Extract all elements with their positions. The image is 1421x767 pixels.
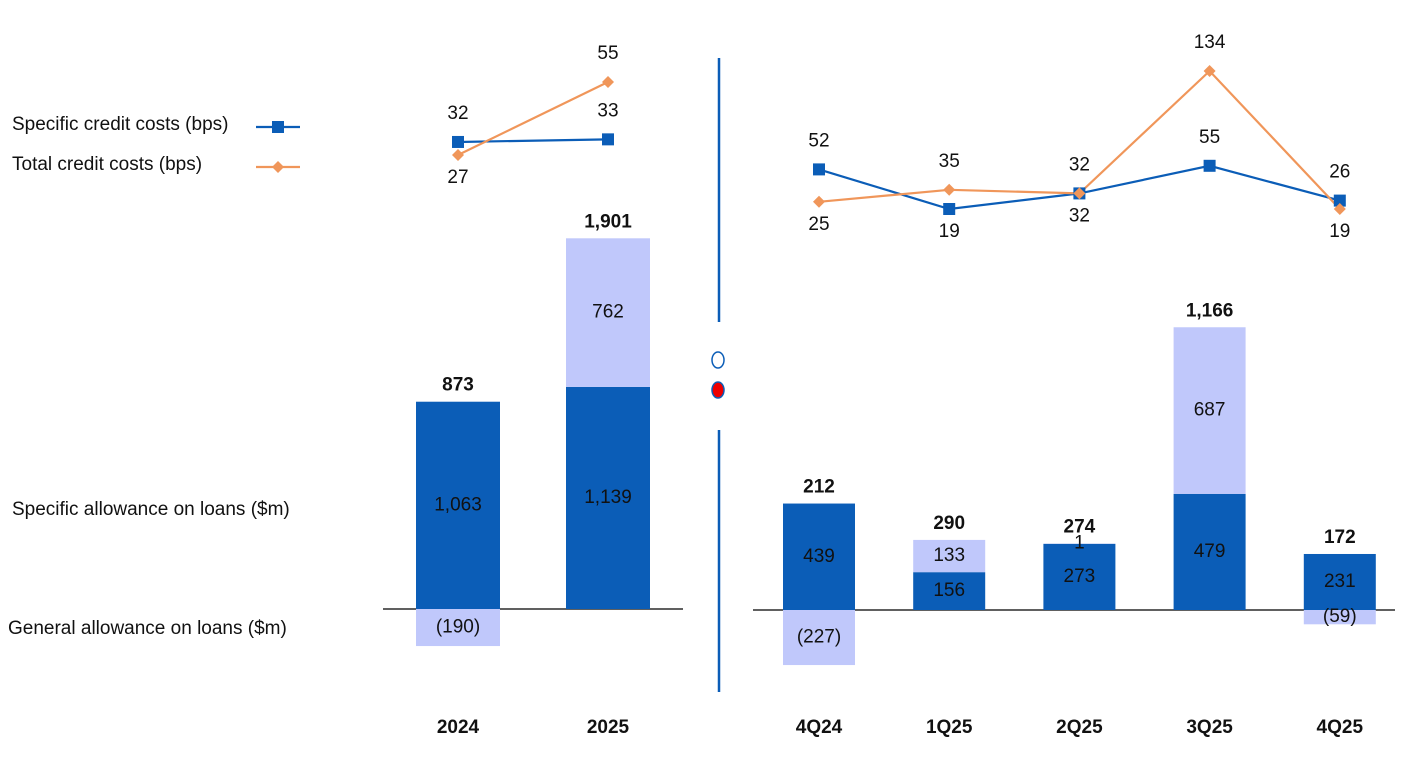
line-marker [602, 133, 614, 146]
line-marker [813, 163, 825, 176]
bar-value-label: 156 [933, 580, 965, 601]
total-label: 172 [1324, 527, 1356, 548]
bar-value-label: 687 [1194, 400, 1226, 421]
line [457, 138, 609, 144]
x-tick-label: 4Q24 [796, 717, 843, 738]
total-label: 274 [1064, 517, 1096, 538]
bar-value-label: 479 [1194, 541, 1226, 562]
line-value-label: 35 [939, 151, 960, 172]
bar-segment [1173, 493, 1246, 610]
break-marker [711, 381, 725, 399]
bar-value-label: 231 [1324, 571, 1356, 592]
line-marker [1203, 159, 1216, 172]
line-value-label: 25 [808, 214, 829, 235]
line-marker [813, 195, 825, 208]
bar-value-label: 762 [592, 302, 624, 323]
line-value-label: 52 [808, 130, 829, 151]
line-marker [272, 161, 284, 173]
bar-segment [783, 503, 855, 610]
line-value-label: 27 [447, 167, 468, 188]
bar-segment [416, 401, 500, 609]
line-value-label: 26 [1329, 162, 1350, 183]
bar-segment [1173, 327, 1246, 494]
line-value-label: 19 [939, 221, 960, 242]
total-label: 1,901 [584, 211, 632, 232]
bar-segment [1043, 543, 1116, 610]
bar-value-label: 439 [803, 546, 835, 567]
line-marker [1333, 194, 1346, 207]
bar-value-label: (190) [436, 617, 480, 638]
x-tick-label: 2024 [437, 717, 480, 738]
line [457, 81, 609, 156]
line-marker [943, 203, 956, 215]
x-tick-label: 3Q25 [1186, 717, 1233, 738]
bar-segment [913, 539, 986, 573]
line-marker [272, 121, 284, 133]
line-marker [602, 76, 614, 88]
bar-segment [566, 386, 650, 609]
line-value-label: 32 [447, 103, 468, 124]
row-label: General allowance on loans ($m) [8, 618, 287, 639]
line-value-label: 33 [597, 100, 618, 121]
total-label: 873 [442, 375, 474, 396]
bar-segment [913, 572, 986, 610]
bar-segment [783, 610, 855, 666]
line-value-label: 32 [1069, 154, 1090, 175]
x-tick-label: 2Q25 [1056, 717, 1103, 738]
bar-segment [416, 609, 500, 647]
bar-value-label: 1,063 [434, 494, 482, 515]
break-marker [711, 351, 725, 369]
bar-value-label: (227) [797, 627, 841, 648]
line-value-label: 55 [1199, 127, 1220, 148]
total-label: 1,166 [1186, 300, 1234, 321]
bar-value-label: 1 [1074, 533, 1085, 554]
total-label: 290 [933, 513, 965, 534]
line-value-label: 134 [1194, 32, 1226, 53]
x-tick-label: 2025 [587, 717, 630, 738]
bar-segment [1303, 610, 1376, 625]
line-value-label: 55 [597, 43, 618, 64]
bar-value-label: 133 [933, 545, 965, 566]
bar-value-label: 273 [1064, 566, 1096, 587]
legend-label: Total credit costs (bps) [12, 154, 202, 175]
bar-value-label: (59) [1323, 606, 1357, 627]
total-label: 212 [803, 477, 835, 498]
legend-label: Specific credit costs (bps) [12, 114, 228, 135]
x-tick-label: 4Q25 [1317, 717, 1364, 738]
x-tick-label: 1Q25 [926, 717, 973, 738]
line-marker [452, 135, 464, 148]
bar-value-label: 1,139 [584, 487, 632, 508]
line-value-label: 19 [1329, 221, 1350, 242]
row-label: Specific allowance on loans ($m) [12, 499, 290, 520]
line-value-label: 32 [1069, 205, 1090, 226]
line-marker [1203, 65, 1216, 77]
line-marker [943, 183, 956, 196]
line-marker [1333, 203, 1346, 215]
bar-segment [566, 238, 650, 387]
bar-segment [1303, 553, 1376, 610]
line-marker [1073, 187, 1086, 200]
line-marker [452, 149, 464, 161]
